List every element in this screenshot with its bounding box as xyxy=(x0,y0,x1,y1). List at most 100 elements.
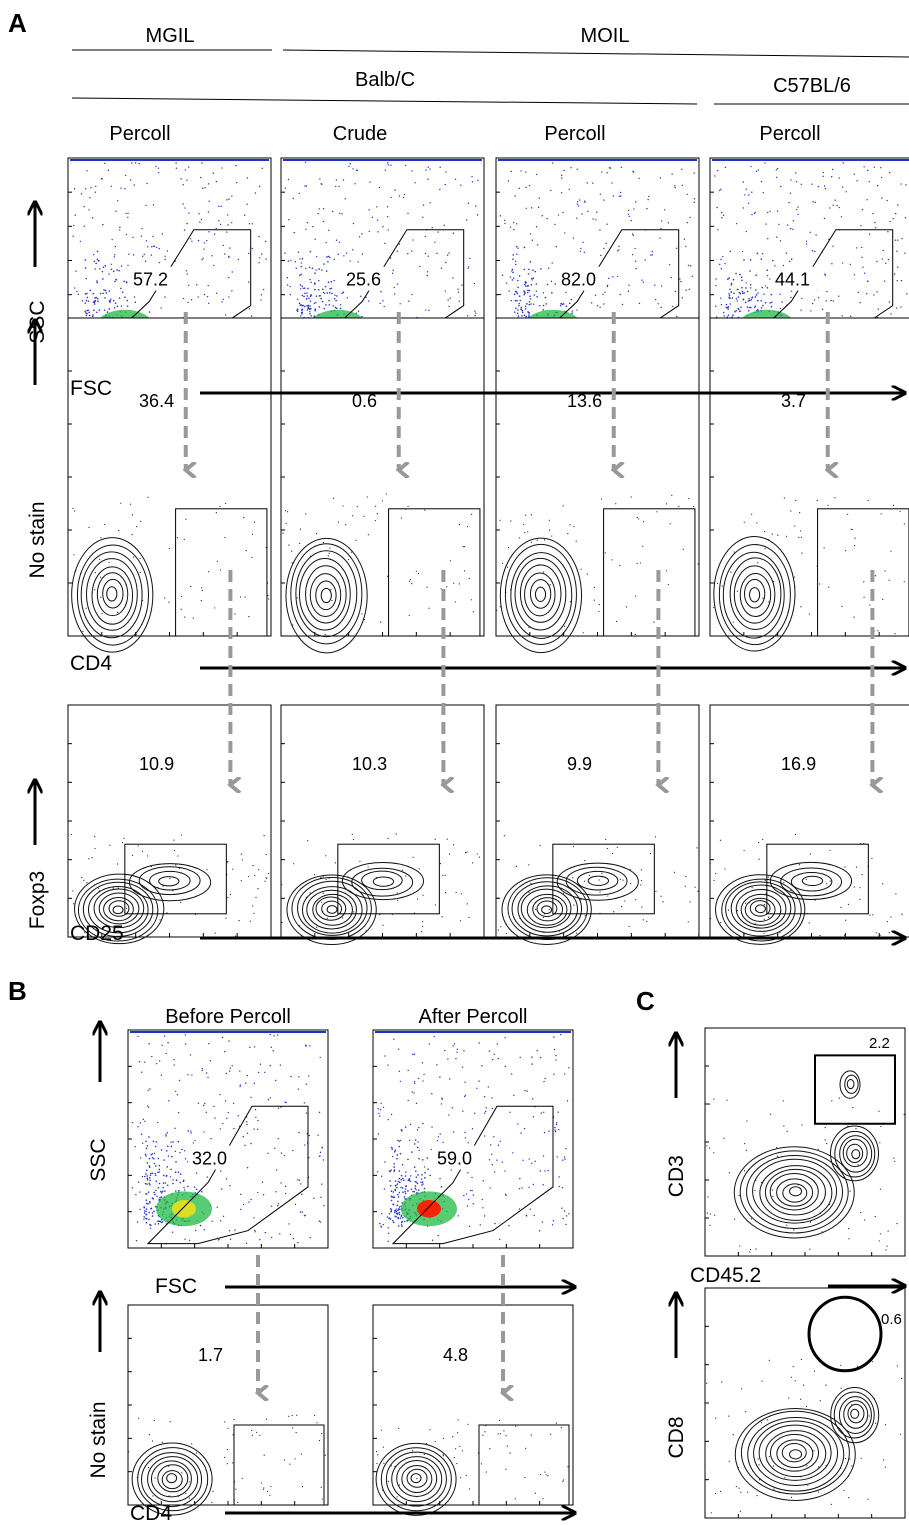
event-dot xyxy=(543,1111,545,1114)
event-dot xyxy=(817,296,820,299)
event-dot xyxy=(100,596,102,598)
event-dot xyxy=(303,295,305,298)
event-dot xyxy=(504,1193,507,1196)
event-dot xyxy=(82,630,84,633)
contour-ring xyxy=(297,880,368,936)
header-balbc-rule xyxy=(71,97,698,105)
event-dot xyxy=(640,884,642,886)
contour-ring xyxy=(743,578,766,609)
event-dot xyxy=(228,276,230,279)
event-dot xyxy=(499,1238,501,1241)
event-dot xyxy=(104,162,106,165)
event-dot xyxy=(151,1212,154,1214)
event-dot xyxy=(771,1189,773,1191)
event-dot xyxy=(228,1230,231,1232)
event-dot xyxy=(421,1062,424,1064)
event-dot xyxy=(571,312,573,314)
event-dot xyxy=(341,213,343,215)
event-dot xyxy=(149,1174,152,1177)
event-dot xyxy=(222,1215,225,1218)
event-dot xyxy=(155,165,157,168)
event-dot xyxy=(158,261,161,264)
event-dot xyxy=(226,861,228,863)
cd4-gate xyxy=(175,508,268,637)
event-dot xyxy=(472,1194,474,1196)
event-dot xyxy=(273,1035,275,1037)
event-dot xyxy=(506,282,508,284)
event-dot xyxy=(716,206,718,209)
event-dot xyxy=(426,274,428,277)
event-dot xyxy=(514,299,517,302)
event-dot xyxy=(229,893,232,895)
contour-ring xyxy=(753,1420,839,1486)
event-dot xyxy=(108,273,110,275)
event-dot xyxy=(765,223,767,225)
event-dot xyxy=(386,1216,389,1218)
event-dot xyxy=(457,1419,459,1421)
event-dot xyxy=(390,1113,393,1116)
event-dot xyxy=(693,198,696,200)
event-dot xyxy=(120,305,123,307)
event-dot xyxy=(680,280,682,283)
event-dot xyxy=(650,254,652,256)
event-dot xyxy=(151,1055,153,1058)
event-dot xyxy=(221,1036,224,1039)
event-dot xyxy=(93,303,96,305)
event-dot xyxy=(206,1176,209,1178)
event-dot xyxy=(396,1186,398,1189)
event-dot xyxy=(557,214,560,216)
event-dot xyxy=(881,197,883,199)
event-dot xyxy=(81,877,83,879)
event-dot xyxy=(603,247,605,250)
header-balbc: Balb/C xyxy=(355,69,415,91)
event-dot xyxy=(576,168,578,170)
event-dot xyxy=(445,261,447,264)
event-dot xyxy=(535,283,538,285)
event-dot xyxy=(152,204,155,206)
event-dot xyxy=(764,879,766,881)
event-dot xyxy=(268,872,270,875)
event-dot xyxy=(418,868,420,870)
event-dot xyxy=(157,1220,159,1222)
event-dot xyxy=(516,279,519,282)
event-dot xyxy=(844,1457,847,1460)
event-dot xyxy=(632,234,635,237)
event-dot xyxy=(583,200,586,202)
event-dot xyxy=(83,205,85,208)
plot-frame xyxy=(127,1304,329,1506)
gate-value: 10.9 xyxy=(139,754,174,774)
event-dot xyxy=(300,262,303,264)
event-dot xyxy=(424,252,427,255)
event-dot xyxy=(264,240,267,243)
event-dot xyxy=(245,1242,248,1245)
event-dot xyxy=(474,310,476,312)
event-dot xyxy=(713,1152,715,1154)
event-dot xyxy=(376,206,378,208)
event-dot xyxy=(748,299,751,302)
event-dot xyxy=(325,270,328,272)
event-dot xyxy=(424,509,426,511)
event-dot xyxy=(154,1145,157,1148)
event-dot xyxy=(715,278,717,280)
event-dot xyxy=(145,1213,148,1216)
event-dot xyxy=(86,170,88,172)
event-dot xyxy=(721,1381,723,1383)
event-dot xyxy=(309,311,311,313)
event-dot xyxy=(147,1105,149,1107)
event-dot xyxy=(535,173,538,176)
event-dot xyxy=(790,1376,792,1378)
event-dot xyxy=(234,1229,236,1231)
event-dot xyxy=(660,285,663,287)
event-dot xyxy=(167,1041,169,1044)
event-dot xyxy=(781,301,783,303)
event-dot xyxy=(448,305,450,308)
event-dot xyxy=(800,536,802,538)
event-dot xyxy=(148,1043,150,1045)
event-dot xyxy=(479,1224,481,1226)
event-dot xyxy=(307,306,310,308)
event-dot xyxy=(164,258,166,261)
event-dot xyxy=(738,1487,740,1489)
event-dot xyxy=(137,1035,139,1038)
event-dot xyxy=(300,265,303,268)
event-dot xyxy=(501,274,504,276)
